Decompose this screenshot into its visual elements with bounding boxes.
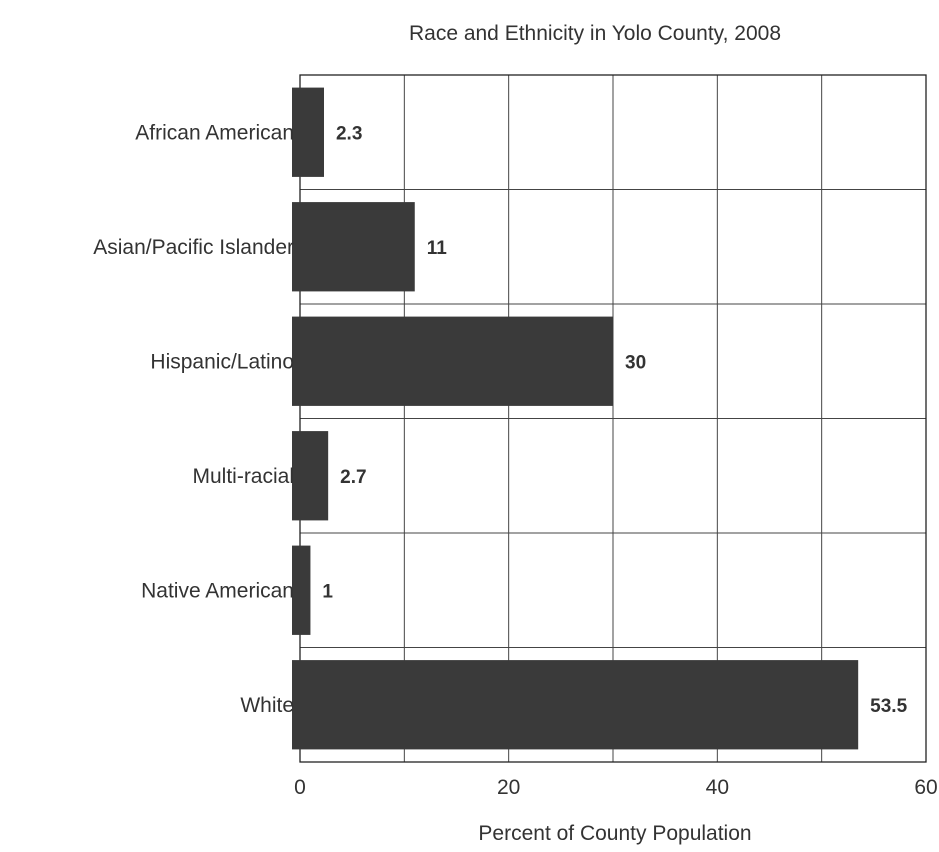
category-label: Hispanic/Latino [150, 350, 294, 373]
bar [292, 87, 324, 177]
x-tick-labels: 0 20 40 60 [294, 776, 938, 799]
x-tick-label: 40 [706, 776, 729, 799]
x-tick-label: 60 [914, 776, 937, 799]
bar [292, 202, 415, 292]
data-label: 11 [427, 238, 448, 259]
x-tick-label: 20 [497, 776, 520, 799]
x-tick-label: 0 [294, 776, 306, 799]
data-label: 30 [625, 352, 646, 373]
x-axis-label: Percent of County Population [478, 822, 751, 845]
category-label: White [240, 694, 294, 717]
grid-layer [299, 74, 927, 763]
chart-title: Race and Ethnicity in Yolo County, 2008 [409, 22, 781, 45]
bar-layer [292, 87, 859, 750]
plot-frame [299, 74, 927, 763]
category-labels: African American Asian/Pacific Islander Hi… [93, 121, 294, 717]
category-label: Asian/Pacific Islander [93, 236, 294, 259]
data-label: 2.3 [336, 123, 362, 144]
bar [292, 545, 311, 635]
bar [292, 431, 329, 521]
data-label: 1 [322, 581, 333, 602]
category-label: Native American [141, 579, 294, 602]
category-label: Multi-racial [192, 465, 294, 488]
value-labels: 2.3 11 30 2.7 1 53.5 [322, 123, 907, 717]
bar [292, 316, 613, 406]
data-label: 2.7 [340, 467, 366, 488]
bar [292, 660, 859, 750]
data-label: 53.5 [870, 696, 907, 717]
category-label: African American [135, 121, 294, 144]
